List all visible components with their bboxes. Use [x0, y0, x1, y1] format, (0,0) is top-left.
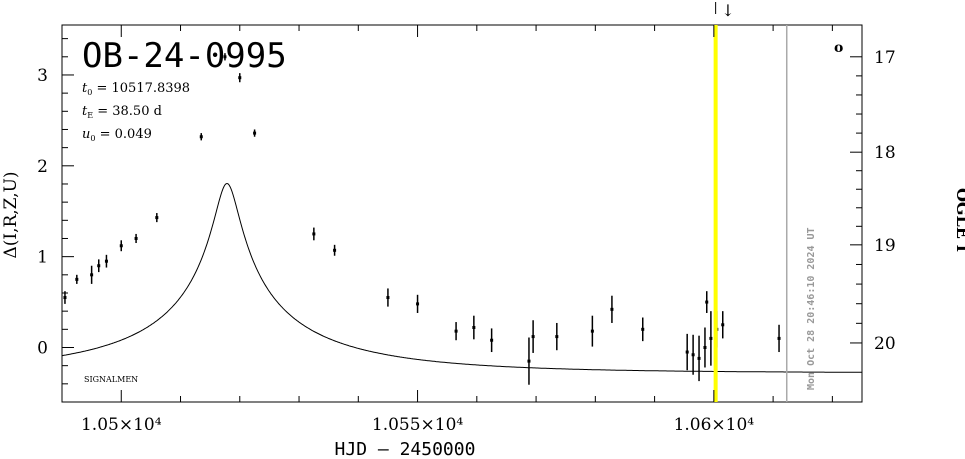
point-marker	[75, 277, 79, 281]
data-points-group	[63, 53, 781, 385]
point-marker	[223, 55, 227, 59]
x-tick-label: 1.05×10⁴	[81, 415, 162, 435]
point-marker	[610, 307, 614, 311]
data-point	[641, 317, 645, 342]
data-point	[416, 294, 420, 313]
plot-frame-group	[61, 24, 863, 403]
point-marker	[697, 356, 701, 360]
data-point	[531, 320, 535, 353]
data-point	[333, 244, 337, 256]
data-point	[697, 335, 701, 382]
credit-label: SIGNALMEN	[84, 375, 138, 384]
data-point	[703, 327, 707, 368]
right-tick-label: 20	[874, 334, 896, 354]
data-point	[312, 227, 316, 241]
data-point	[253, 129, 257, 137]
point-marker	[134, 236, 138, 240]
point-marker	[527, 359, 531, 363]
data-point	[155, 213, 159, 223]
data-point	[685, 333, 689, 371]
data-point	[555, 322, 559, 351]
point-marker	[721, 323, 725, 327]
point-marker	[709, 336, 713, 340]
point-marker	[705, 300, 709, 304]
data-point	[691, 334, 695, 375]
event-title: OB-24-0995	[82, 36, 287, 76]
data-point	[386, 288, 390, 307]
data-point	[119, 240, 123, 252]
vertical-lines-group	[713, 2, 788, 402]
point-marker	[691, 353, 695, 357]
data-point	[134, 233, 138, 244]
data-point	[454, 322, 458, 341]
arrow-mark: ↓	[721, 1, 734, 20]
point-marker	[97, 264, 101, 268]
right-tick-label: 18	[874, 143, 896, 163]
point-marker	[641, 327, 645, 331]
point-marker	[531, 335, 535, 339]
data-point	[705, 291, 709, 313]
tE-value: 38.50 d	[112, 104, 162, 119]
tE-row: tE = 38.50 d	[82, 104, 162, 120]
x-axis-label: HJD – 2450000	[335, 439, 476, 459]
plot-frame	[61, 24, 863, 403]
point-marker	[490, 338, 494, 342]
model-curve-group	[61, 182, 862, 373]
corner-mark: o	[834, 40, 843, 56]
data-point	[721, 311, 725, 339]
point-marker	[199, 135, 203, 139]
point-marker	[590, 329, 594, 333]
t0-row: t0 = 10517.8398	[82, 81, 190, 97]
point-marker	[119, 244, 123, 248]
point-marker	[386, 296, 390, 300]
point-marker	[253, 131, 257, 135]
params-block: t0 = 10517.8398 tE = 38.50 d u0 = 0.049	[82, 81, 190, 143]
point-marker	[454, 329, 458, 333]
data-point	[75, 274, 79, 284]
y-axis-label: Δ(I,R,Z,U)	[1, 171, 21, 258]
point-marker	[777, 336, 781, 340]
point-marker	[472, 326, 476, 330]
data-point	[472, 315, 476, 340]
point-marker	[63, 296, 67, 300]
data-point	[223, 53, 227, 61]
t0-value: 10517.8398	[112, 81, 191, 96]
right-tick-label: 17	[874, 48, 896, 68]
point-marker	[416, 302, 420, 306]
data-point	[709, 311, 713, 366]
x-tick-label: 1.055×10⁴	[372, 415, 464, 435]
data-point	[97, 259, 101, 273]
point-marker	[104, 259, 108, 263]
y-axis-right-label: OGLE I	[953, 188, 965, 252]
data-point	[238, 73, 242, 83]
data-point	[777, 324, 781, 353]
y-tick-label: 1	[37, 248, 48, 268]
point-marker	[555, 335, 559, 339]
data-point	[527, 337, 531, 385]
data-point	[104, 254, 108, 268]
point-marker	[90, 273, 94, 277]
data-point	[590, 315, 594, 347]
data-point	[90, 265, 94, 284]
y-tick-label: 0	[37, 338, 48, 358]
data-point	[490, 328, 494, 353]
model-curve	[61, 182, 862, 373]
point-marker	[333, 248, 337, 252]
y-tick-label: 3	[37, 66, 48, 86]
point-marker	[238, 76, 242, 80]
right-tick-label: 19	[874, 236, 896, 256]
data-point	[199, 133, 203, 141]
point-marker	[155, 216, 159, 220]
point-marker	[685, 350, 689, 354]
u0-value: 0.049	[115, 127, 152, 142]
y-tick-label: 2	[37, 157, 48, 177]
data-point	[610, 295, 614, 323]
axes-group: 1.05×10⁴ 1.055×10⁴ 1.06×10⁴ 0 1 2 3 17 18 19 20	[37, 25, 896, 435]
u0-row: u0 = 0.049	[82, 127, 152, 143]
point-marker	[703, 345, 707, 349]
date-label: Mon Oct 28 20:46:10 2024 UT	[806, 227, 817, 390]
x-tick-label: 1.06×10⁴	[674, 415, 755, 435]
point-marker	[312, 232, 316, 236]
